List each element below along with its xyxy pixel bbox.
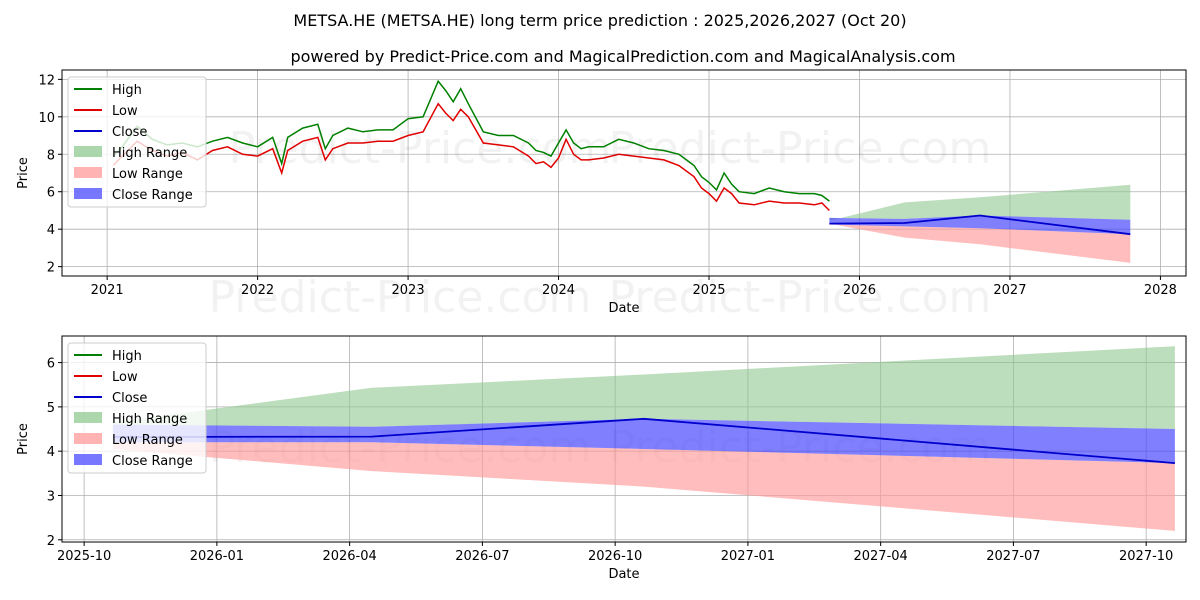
x-tick-label: 2025 bbox=[692, 283, 725, 298]
watermark: Predict-Price.com bbox=[609, 272, 992, 323]
top-panel: Predict-Price.comPredict-Price.comPredic… bbox=[16, 69, 1187, 323]
x-tick-label: 2026-07 bbox=[455, 549, 509, 564]
chart-title: METSA.HE (METSA.HE) long term price pred… bbox=[293, 11, 906, 30]
y-tick-label: 3 bbox=[47, 489, 55, 504]
legend-label: High bbox=[112, 83, 142, 98]
y-tick-label: 4 bbox=[47, 445, 55, 460]
x-tick-label: 2026-10 bbox=[588, 549, 642, 564]
legend-label: Low Range bbox=[112, 167, 183, 182]
y-axis-label: Price bbox=[16, 157, 31, 189]
legend-label: Close Range bbox=[112, 454, 193, 469]
x-tick-label: 2023 bbox=[392, 283, 425, 298]
x-tick-label: 2027 bbox=[993, 283, 1026, 298]
x-tick-label: 2027-07 bbox=[986, 549, 1040, 564]
legend-label: High Range bbox=[112, 146, 187, 161]
plot-frame bbox=[61, 335, 1187, 543]
legend-label: Low bbox=[112, 104, 138, 119]
close-series-line bbox=[829, 214, 1131, 236]
legend-label: Close bbox=[112, 391, 147, 406]
legend-swatch-patch bbox=[74, 454, 102, 465]
y-tick-label: 2 bbox=[47, 261, 55, 276]
x-tick-label: 2027-10 bbox=[1119, 549, 1173, 564]
y-tick-label: 4 bbox=[47, 223, 55, 238]
x-tick-label: 2022 bbox=[241, 283, 274, 298]
watermark: Predict-Price.com bbox=[609, 123, 992, 174]
x-tick-label: 2027-01 bbox=[721, 549, 775, 564]
y-tick-label: 5 bbox=[47, 401, 55, 416]
plot-frame bbox=[61, 69, 1187, 277]
legend-swatch-patch bbox=[74, 433, 102, 444]
high-range-band bbox=[112, 346, 1175, 429]
x-axis-label: Date bbox=[608, 567, 639, 582]
low-series-line bbox=[112, 102, 830, 212]
y-tick-label: 6 bbox=[47, 186, 55, 201]
y-tick-label: 6 bbox=[47, 357, 55, 372]
watermark: Predict-Price.com bbox=[229, 123, 612, 174]
legend-box bbox=[67, 342, 207, 474]
chart-subtitle: powered by Predict-Price.com and Magical… bbox=[290, 47, 955, 66]
x-tick-label: 2028 bbox=[1144, 283, 1177, 298]
high-range-band bbox=[829, 184, 1131, 221]
close-series-line bbox=[112, 417, 1175, 464]
low-range-band bbox=[829, 223, 1131, 263]
x-tick-label: 2027-04 bbox=[853, 549, 907, 564]
legend-label: High Range bbox=[112, 412, 187, 427]
legend-swatch-patch bbox=[74, 188, 102, 199]
high-series-line bbox=[112, 79, 830, 202]
legend-label: Low Range bbox=[112, 433, 183, 448]
legend-label: Close Range bbox=[112, 188, 193, 203]
legend-swatch-patch bbox=[74, 167, 102, 178]
x-tick-label: 2026 bbox=[843, 283, 876, 298]
bottom-panel: Predict-Price.comPredict-Price.com2025-1… bbox=[16, 335, 1187, 582]
y-tick-label: 12 bbox=[38, 73, 55, 88]
x-tick-label: 2025-10 bbox=[57, 549, 111, 564]
x-axis-label: Date bbox=[608, 301, 639, 316]
y-tick-label: 2 bbox=[47, 534, 55, 549]
legend-box bbox=[67, 76, 207, 208]
y-axis-label: Price bbox=[16, 423, 31, 455]
x-tick-label: 2026-04 bbox=[322, 549, 376, 564]
x-tick-label: 2024 bbox=[542, 283, 575, 298]
legend-label: Close bbox=[112, 125, 147, 140]
close-range-band bbox=[112, 418, 1175, 464]
close-range-band bbox=[829, 215, 1131, 235]
y-tick-label: 8 bbox=[47, 148, 55, 163]
x-tick-label: 2026-01 bbox=[190, 549, 244, 564]
legend-label: Low bbox=[112, 370, 138, 385]
legend-label: High bbox=[112, 349, 142, 364]
legend-swatch-patch bbox=[74, 146, 102, 157]
watermark: Predict-Price.com bbox=[209, 272, 592, 323]
legend-swatch-patch bbox=[74, 412, 102, 423]
low-range-band bbox=[112, 442, 1175, 531]
x-tick-label: 2021 bbox=[91, 283, 124, 298]
y-tick-label: 10 bbox=[38, 111, 55, 126]
